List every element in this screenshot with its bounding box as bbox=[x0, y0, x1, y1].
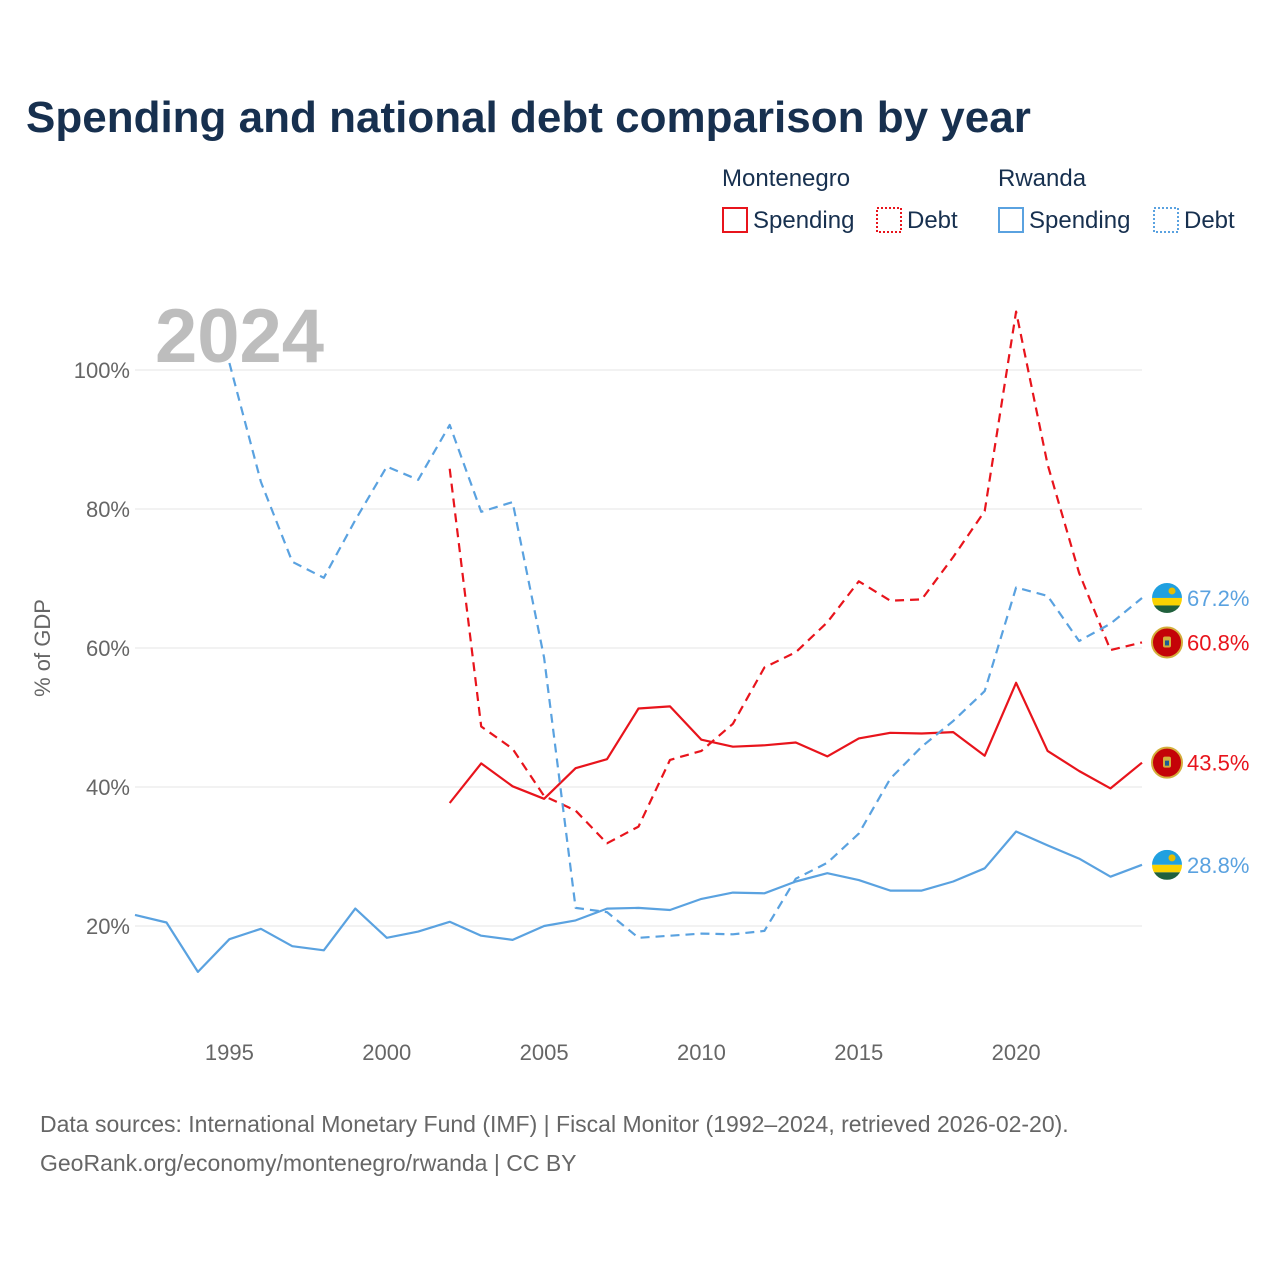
rwanda-flag-blue bbox=[1152, 849, 1182, 865]
montenegro-spending-line bbox=[448, 681, 1143, 804]
rwanda-flag-blue bbox=[1152, 582, 1182, 598]
montenegro-flag-icon bbox=[1151, 626, 1183, 659]
rwanda-flag-sun bbox=[1168, 587, 1176, 595]
montenegro-flag-border bbox=[1151, 626, 1183, 659]
rwanda-flag-stripes bbox=[1152, 582, 1182, 613]
rwanda-debt-line bbox=[228, 362, 1143, 939]
y-tick-label-20: 20% bbox=[86, 914, 130, 939]
legend-swatch-rwanda-spending bbox=[998, 207, 1024, 233]
legend-label-montenegro-debt: Debt bbox=[907, 207, 958, 234]
legend-swatch-rwanda-debt bbox=[1153, 207, 1179, 233]
legend-label-rwanda-spending: Spending bbox=[1029, 207, 1130, 234]
legend: Montenegro Spending Debt Rwanda Spending… bbox=[722, 165, 1235, 234]
series-lines bbox=[134, 310, 1143, 974]
rwanda-flag-stripes bbox=[1152, 849, 1182, 880]
x-tick-label-2010: 2010 bbox=[677, 1040, 726, 1065]
legend-swatch-montenegro-spending bbox=[722, 207, 748, 233]
x-tick-label-2015: 2015 bbox=[834, 1040, 883, 1065]
x-tick-label-2000: 2000 bbox=[362, 1040, 411, 1065]
rwanda-flag-icon bbox=[1152, 849, 1182, 880]
year-watermark: 2024 bbox=[155, 294, 324, 379]
montenegro-flag-shield bbox=[1165, 760, 1169, 766]
montenegro-flag-border bbox=[1151, 746, 1183, 779]
montenegro-spending-end-label: 43.5% bbox=[1187, 751, 1249, 776]
chart-title: Spending and national debt comparison by… bbox=[26, 93, 1031, 142]
y-tick-label-100: 100% bbox=[74, 358, 130, 383]
rwanda-spending-line bbox=[134, 830, 1143, 974]
source-line-1: Data sources: International Monetary Fun… bbox=[40, 1111, 1069, 1137]
rwanda-flag-yellow bbox=[1152, 597, 1182, 606]
source-line-2: GeoRank.org/economy/montenegro/rwanda | … bbox=[40, 1150, 577, 1176]
montenegro-debt-end-label: 60.8% bbox=[1187, 630, 1249, 655]
legend-swatch-montenegro-debt bbox=[876, 207, 902, 233]
rwanda-flag-green bbox=[1152, 605, 1182, 613]
montenegro-flag-icon bbox=[1151, 746, 1183, 779]
x-axis-ticks: 1995 2000 2005 2010 2015 2020 bbox=[205, 1040, 1041, 1065]
x-tick-label-2005: 2005 bbox=[520, 1040, 569, 1065]
y-tick-label-40: 40% bbox=[86, 775, 130, 800]
rwanda-flag-sun bbox=[1168, 854, 1176, 862]
rwanda-flag-icon bbox=[1152, 582, 1182, 613]
y-axis-title: % of GDP bbox=[30, 599, 55, 697]
montenegro-debt-line bbox=[448, 310, 1143, 845]
legend-label-montenegro-spending: Spending bbox=[753, 207, 854, 234]
rwanda-spending-end-label: 28.8% bbox=[1187, 853, 1249, 878]
y-tick-label-60: 60% bbox=[86, 636, 130, 661]
y-axis-ticks: 20% 40% 60% 80% 100% bbox=[74, 358, 130, 939]
rwanda-flag-yellow bbox=[1152, 864, 1182, 873]
x-tick-label-1995: 1995 bbox=[205, 1040, 254, 1065]
legend-group-montenegro: Montenegro bbox=[722, 165, 850, 192]
legend-label-rwanda-debt: Debt bbox=[1184, 207, 1235, 234]
montenegro-flag-shield bbox=[1165, 640, 1169, 646]
rwanda-flag-green bbox=[1152, 872, 1182, 880]
y-tick-label-80: 80% bbox=[86, 497, 130, 522]
x-tick-label-2020: 2020 bbox=[992, 1040, 1041, 1065]
end-labels: 43.5% 60.8% 28.8% 67.2% bbox=[1151, 582, 1249, 880]
grid-lines bbox=[135, 369, 1142, 927]
legend-group-rwanda: Rwanda bbox=[998, 165, 1087, 192]
rwanda-debt-end-label: 67.2% bbox=[1187, 586, 1249, 611]
